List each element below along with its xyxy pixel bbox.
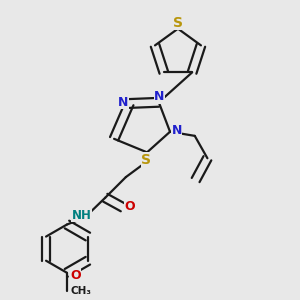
Text: N: N bbox=[172, 124, 182, 137]
Text: S: S bbox=[173, 16, 183, 30]
Text: NH: NH bbox=[72, 209, 92, 222]
Text: CH₃: CH₃ bbox=[70, 286, 92, 296]
Text: O: O bbox=[124, 200, 135, 213]
Text: N: N bbox=[118, 95, 129, 109]
Text: S: S bbox=[141, 153, 151, 167]
Text: N: N bbox=[154, 91, 165, 103]
Text: O: O bbox=[70, 268, 80, 282]
